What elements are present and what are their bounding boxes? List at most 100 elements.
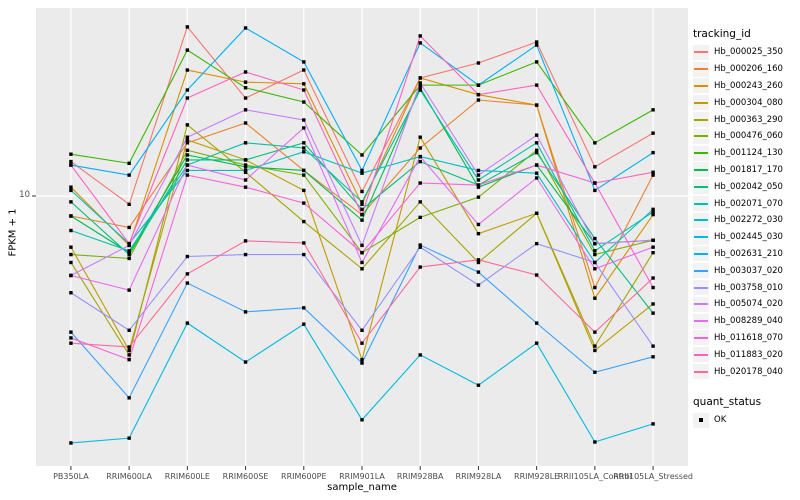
data-point-marker: [302, 306, 306, 310]
data-point-marker: [69, 330, 73, 334]
data-point-marker: [534, 60, 539, 64]
data-point-marker: [127, 252, 131, 257]
legend-item-label: Hb_002071_070: [714, 198, 783, 209]
data-point-marker: [651, 302, 655, 306]
data-point-marker: [185, 272, 190, 276]
data-point-marker: [651, 276, 655, 280]
data-point-marker: [185, 254, 190, 259]
data-point-marker: [534, 133, 539, 137]
data-point-marker: [360, 212, 364, 217]
data-point-marker: [651, 212, 655, 217]
data-point-marker: [243, 239, 248, 243]
data-point-marker: [360, 153, 364, 157]
data-point-marker: [360, 341, 364, 345]
data-point-marker: [651, 245, 655, 249]
data-point-marker: [651, 285, 655, 290]
data-point-marker: [360, 250, 364, 255]
legend-item-label: Hb_000304_080: [714, 97, 783, 108]
legend-item-Hb_003758_010: Hb_003758_010: [693, 279, 799, 296]
data-point-marker: [127, 225, 131, 230]
series-color-key-icon: [693, 364, 709, 380]
data-point-marker: [302, 126, 306, 130]
data-point-marker: [651, 355, 655, 359]
data-point-marker: [127, 250, 131, 255]
data-point-marker: [534, 43, 539, 47]
data-point-marker: [534, 148, 539, 152]
data-point-marker: [360, 218, 364, 222]
data-point-marker: [185, 141, 190, 145]
data-point-marker: [185, 168, 190, 173]
legend-item-label: Hb_011883_020: [714, 349, 783, 360]
data-point-marker: [593, 296, 597, 300]
data-point-marker: [243, 168, 248, 173]
data-point-marker: [127, 288, 131, 292]
data-point-marker: [360, 168, 364, 173]
data-point-marker: [534, 40, 539, 44]
legend-item-label: Hb_002272_030: [714, 215, 783, 226]
legend-panel: tracking_id Hb_000025_350 Hb_000206_160 Hb…: [693, 28, 799, 429]
data-point-marker: [476, 383, 481, 387]
data-point-marker: [476, 173, 481, 177]
data-point-marker: [243, 80, 248, 84]
series-color-key-icon: [693, 78, 709, 94]
series-color-key-icon: [693, 280, 709, 296]
series-color-key-icon: [693, 61, 709, 77]
data-point-marker: [302, 88, 306, 92]
data-point-marker: [69, 252, 73, 257]
legend-item-Hb_003037_020: Hb_003037_020: [693, 262, 799, 279]
data-point-marker: [302, 173, 306, 177]
data-point-marker: [593, 330, 597, 334]
data-point-marker: [69, 185, 73, 189]
data-point-marker: [243, 170, 248, 174]
data-point-marker: [534, 273, 539, 277]
legend-item-label: Hb_002631_210: [714, 248, 783, 259]
data-point-marker: [651, 250, 655, 255]
data-point-marker: [418, 200, 422, 204]
data-point-marker: [593, 285, 597, 290]
data-point-marker: [69, 260, 73, 265]
data-point-marker: [243, 163, 248, 167]
data-point-marker: [302, 188, 306, 193]
data-point-marker: [418, 34, 422, 38]
data-point-marker: [185, 123, 190, 127]
data-point-marker: [360, 202, 364, 207]
data-point-marker: [302, 141, 306, 145]
x-tick-label: RRIM600LA: [106, 472, 152, 481]
legend-item-label: Hb_005074_020: [714, 299, 783, 310]
legend-item-Hb_002445_030: Hb_002445_030: [693, 229, 799, 246]
x-tick-label: RRIM600LE: [165, 472, 210, 481]
data-point-marker: [69, 152, 73, 156]
series-color-key-icon: [693, 246, 709, 262]
data-point-marker: [243, 158, 248, 162]
data-point-marker: [476, 178, 481, 182]
x-tick-label: RRII105LA_Control: [558, 472, 632, 481]
legend-item-label: Hb_001124_130: [714, 148, 783, 159]
data-point-marker: [69, 200, 73, 204]
series-color-key-icon: [693, 95, 709, 111]
data-point-marker: [185, 281, 190, 285]
data-point-marker: [69, 188, 73, 193]
data-point-marker: [360, 207, 364, 212]
legend-item-Hb_005074_020: Hb_005074_020: [693, 296, 799, 313]
data-point-marker: [534, 83, 539, 87]
legend-item-Hb_002272_030: Hb_002272_030: [693, 212, 799, 229]
data-point-marker: [360, 267, 364, 271]
series-color-key-icon: [693, 112, 709, 128]
data-point-marker: [185, 96, 190, 100]
data-point-marker: [476, 270, 481, 274]
data-point-marker: [476, 283, 481, 287]
data-point-marker: [651, 170, 655, 174]
data-point-marker: [243, 185, 248, 189]
data-point-marker: [127, 396, 131, 400]
data-point-marker: [418, 83, 422, 87]
legend-item-Hb_000206_160: Hb_000206_160: [693, 61, 799, 78]
data-point-marker: [476, 98, 481, 102]
legend-item-label: Hb_000243_260: [714, 80, 783, 91]
ok-square-marker-icon: [693, 412, 709, 428]
data-point-marker: [593, 344, 597, 348]
data-point-marker: [651, 210, 655, 214]
data-point-marker: [534, 150, 539, 155]
legend-item-label: Hb_011618_070: [714, 332, 783, 343]
